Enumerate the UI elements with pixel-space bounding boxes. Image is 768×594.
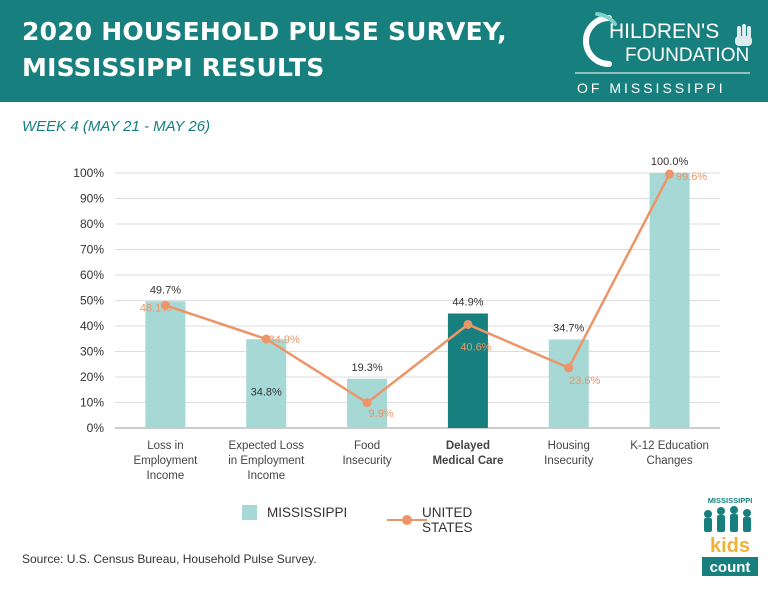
- logo-text-3: OF MISSISSIPPI: [577, 80, 726, 96]
- y-tick-label: 20%: [80, 370, 104, 384]
- legend-item-mississippi: MISSISSIPPI: [242, 505, 347, 520]
- x-tick-label: K-12 Education Changes: [630, 440, 709, 467]
- bar-mississippi: [246, 339, 287, 428]
- bar-value-label: 49.7%: [150, 284, 181, 296]
- bar-value-label: 34.7%: [553, 323, 584, 335]
- bar-mississippi: [447, 313, 488, 428]
- y-tick-label: 80%: [80, 217, 104, 231]
- chart: 0% 10% 20% 30% 40% 50% 60% 70% 80% 90% 100% 49.7% 3…: [73, 156, 720, 482]
- y-tick-label: 100%: [73, 166, 104, 180]
- line-value-label: 23.6%: [569, 375, 600, 387]
- point-united-states: [564, 363, 574, 373]
- x-tick-label: Housing Insecurity: [544, 440, 593, 467]
- point-united-states: [160, 300, 170, 310]
- title-line-1: 2020 HOUSEHOLD PULSE SURVEY,: [22, 17, 507, 46]
- logo-ring-accent: [595, 12, 617, 26]
- y-tick-label: 50%: [80, 294, 104, 308]
- line-value-label: 99.6%: [676, 171, 707, 183]
- kids-count-text-2: kids: [710, 535, 750, 557]
- source-note: Source: U.S. Census Bureau, Household Pu…: [22, 552, 317, 566]
- bar-value-label: 34.8%: [251, 386, 282, 398]
- people-icon: [704, 506, 751, 532]
- legend-swatch-united-states: [387, 514, 427, 526]
- y-tick-label: 70%: [80, 243, 104, 257]
- bar-value-label: 19.3%: [351, 362, 382, 374]
- x-tick-label: Food Insecurity: [342, 440, 391, 467]
- kids-count-text-1: MISSISSIPPI: [708, 496, 753, 505]
- bar-value-label: 44.9%: [452, 297, 483, 309]
- legend-swatch-mississippi: [242, 505, 257, 520]
- point-united-states: [665, 169, 675, 179]
- hand-icon: [735, 24, 752, 46]
- point-united-states: [463, 319, 473, 329]
- point-united-states: [362, 398, 372, 408]
- kids-count-logo: MISSISSIPPI kids count: [702, 496, 758, 576]
- point-united-states: [261, 334, 271, 344]
- line-value-label: 48.1%: [140, 302, 171, 314]
- page-title: 2020 HOUSEHOLD PULSE SURVEY, MISSISSIPPI…: [22, 14, 507, 86]
- y-tick-label: 0%: [87, 421, 105, 435]
- header-banner: 2020 HOUSEHOLD PULSE SURVEY, MISSISSIPPI…: [0, 0, 768, 102]
- x-tick-label: Delayed Medical Care: [432, 440, 503, 467]
- bar-mississippi: [548, 339, 589, 428]
- logo-ring-icon: [583, 15, 612, 67]
- y-tick-label: 40%: [80, 319, 104, 333]
- y-tick-label: 10%: [80, 396, 104, 410]
- kids-count-box: [702, 557, 758, 576]
- bar-mississippi: [145, 301, 186, 428]
- x-tick-label: Loss in Employment Income: [133, 440, 198, 482]
- x-tick-label: Expected Loss in Employment Income: [228, 440, 305, 482]
- legend-label-mississippi: MISSISSIPPI: [267, 505, 348, 520]
- legend-item-united-states: UNITED STATES: [387, 505, 488, 535]
- title-line-2: MISSISSIPPI RESULTS: [22, 53, 325, 82]
- y-tick-label: 30%: [80, 345, 104, 359]
- line-value-label: 40.6%: [460, 341, 491, 353]
- y-tick-label: 90%: [80, 192, 104, 206]
- bar-value-label: 100.0%: [651, 156, 689, 168]
- childrens-foundation-logo: HILDREN'S FOUNDATION OF MISSISSIPPI: [575, 12, 752, 96]
- line-value-label: 34.9%: [269, 334, 300, 346]
- chart-subtitle: WEEK 4 (MAY 21 - MAY 26): [22, 118, 211, 135]
- line-value-label: 9.9%: [369, 408, 394, 420]
- line-united-states: [165, 173, 671, 405]
- logo-text-1: HILDREN'S: [609, 20, 719, 43]
- legend-label-united-states: UNITED STATES: [422, 505, 473, 535]
- logo-text-2: FOUNDATION: [625, 45, 749, 66]
- kids-count-text-3: count: [710, 559, 751, 576]
- bar-mississippi: [649, 173, 690, 428]
- y-tick-label: 60%: [80, 268, 104, 282]
